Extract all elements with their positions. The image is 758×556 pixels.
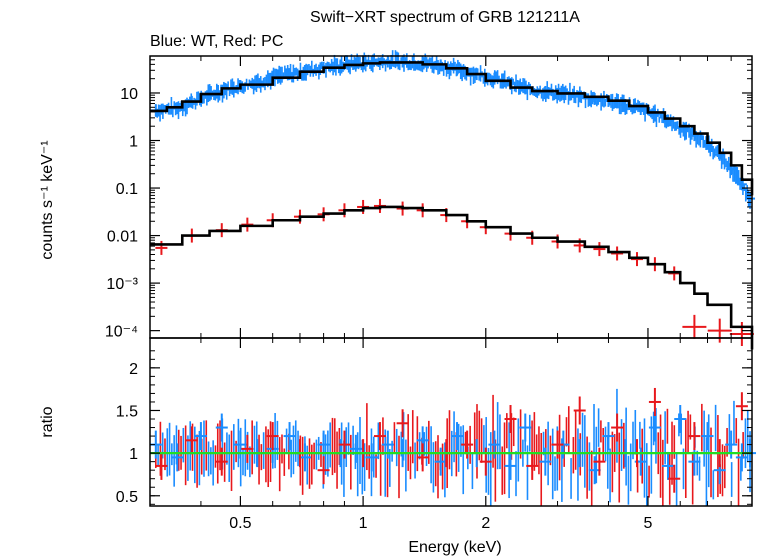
wt-data-point [489,72,500,85]
wt-ratio-point [648,413,661,442]
ratio-y-tick-label: 1.5 [116,403,138,420]
wt-ratio-point [662,451,675,480]
y-tick-label: 10⁻⁴ [105,324,138,341]
pc-ratio-point [373,422,386,451]
y-tick-label: 0.01 [107,229,138,246]
pc-data-point [593,242,606,257]
pc-ratio-point [668,464,681,493]
y-tick-label: 10 [120,86,138,103]
pc-data-point [611,246,624,261]
wt-ratio-point [349,434,362,463]
pc-ratio-point [185,426,198,455]
wt-ratio-point [215,413,228,442]
wt-dense-points [155,50,751,210]
wt-data-point [663,114,674,127]
y-tick-label: 1 [129,134,138,151]
pc-ratio-point [504,405,517,434]
pc-ratio-point [526,451,539,480]
x-tick-label: 0.5 [229,515,251,532]
pc-ratio-point [317,456,330,485]
wt-ratio-point [194,422,207,451]
pc-ratio-point [155,451,168,480]
pc-data-point [707,318,732,343]
x-axis-label: Energy (keV) [408,539,501,556]
pc-ratio-point [735,392,748,421]
wt-ratio-point [701,422,714,451]
pc-data-point [155,240,168,255]
wt-ratio-point [504,451,517,480]
wt-ratio-point [688,447,701,476]
spectrum-frame [149,55,753,339]
ratio-dense-points [155,388,751,506]
wt-ratio-point [519,413,532,442]
wt-data-point [252,76,263,89]
pc-data-point [682,314,707,339]
pc-ratio-point [266,422,279,451]
spectrum-panel: 10 1 0.1 0.01 10⁻³ 10⁻⁴ [105,50,756,350]
ratio-panel: 0.5 1 2 5 0.5 1 1.5 2 [116,337,757,532]
pc-ratio-point [573,396,586,425]
ratio-y-tick-label: 2 [129,361,138,378]
y-tick-label: 10⁻³ [106,276,138,293]
wt-ratio-point [674,405,687,434]
chart-title: Swift−XRT spectrum of GRB 121211A [310,9,580,26]
ratio-frame [149,337,753,507]
wt-data-point [589,92,600,105]
spectrum-y-axis-label: counts s⁻¹ keV⁻¹ [39,140,56,259]
pc-ratio-point [648,387,661,416]
wt-ratio-point [451,422,464,451]
pc-ratio-point [416,443,429,472]
wt-data-point [649,108,660,121]
wt-ratio-point [171,443,184,472]
wt-model-curve [150,61,754,196]
pc-ratio-point [241,434,254,463]
pc-ratio-point [611,413,624,442]
y-tick-label: 0.1 [116,181,138,198]
chart-subtitle: Blue: WT, Red: PC [150,33,283,50]
wt-ratio-point [365,443,378,472]
x-tick-label: 2 [481,515,490,532]
pc-ratio-point [396,409,409,438]
pc-ratio-point [688,422,701,451]
x-tick-label: 5 [644,515,653,532]
ratio-y-tick-label: 0.5 [116,489,138,506]
wt-ratio-point [735,443,748,472]
x-tick-label: 1 [359,515,368,532]
ratio-y-tick-label: 1 [129,446,138,463]
wt-ratio-point [283,422,296,451]
wt-data-point [350,57,361,70]
ratio-y-axis-label: ratio [39,406,56,437]
pc-model-curve [150,205,754,350]
wt-ratio-point [602,422,615,451]
